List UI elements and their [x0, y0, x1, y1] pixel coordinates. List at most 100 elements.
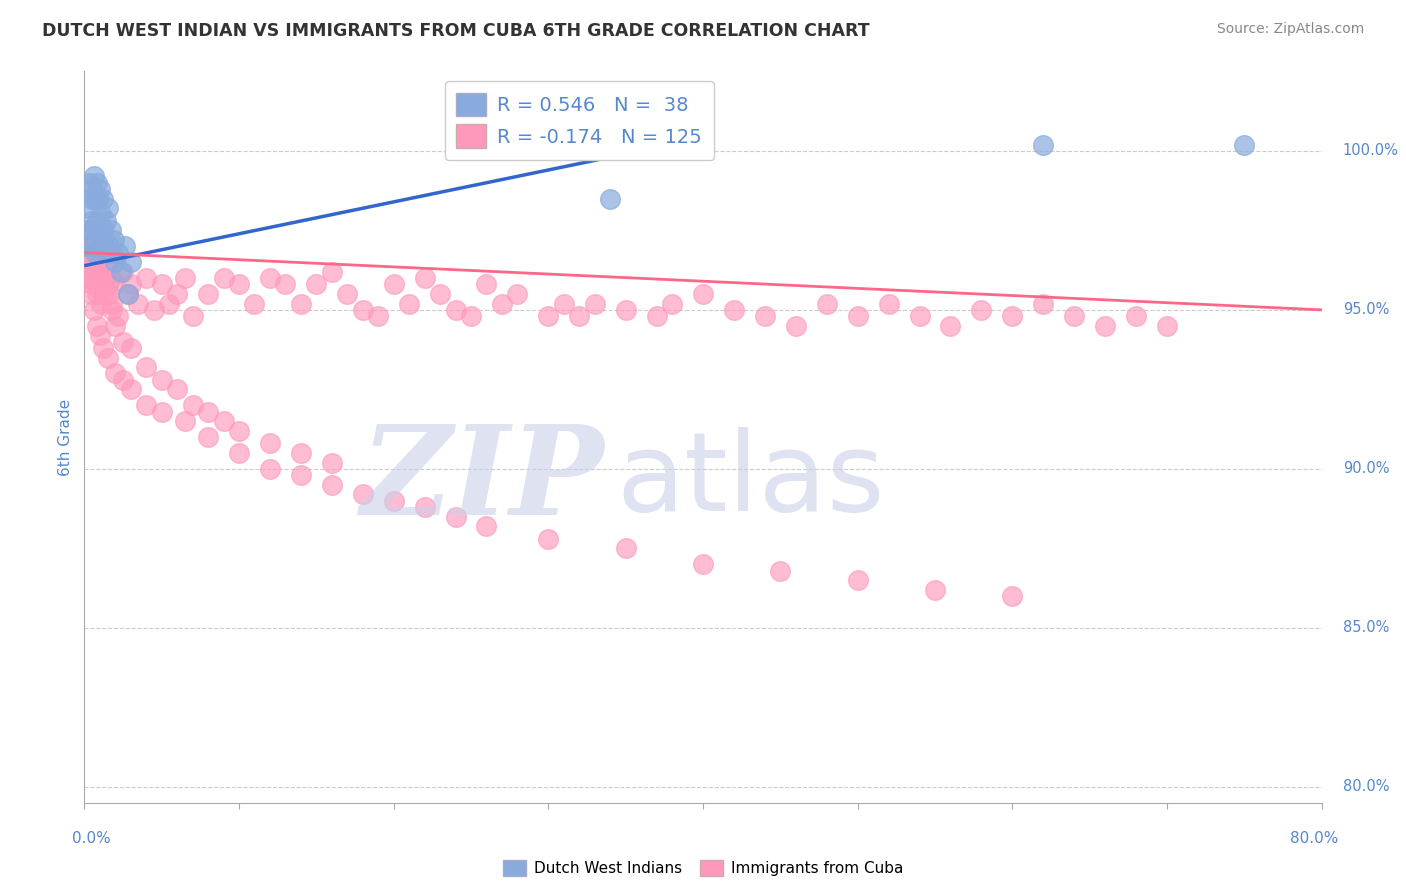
Text: atlas: atlas — [616, 427, 884, 534]
Point — [120, 341, 142, 355]
Point — [243, 296, 266, 310]
Point — [166, 383, 188, 397]
Point — [352, 302, 374, 317]
Point — [305, 277, 328, 292]
Point — [83, 169, 105, 184]
Point — [692, 287, 714, 301]
Legend: Dutch West Indians, Immigrants from Cuba: Dutch West Indians, Immigrants from Cuba — [496, 855, 910, 882]
Point — [723, 302, 745, 317]
Point — [120, 383, 142, 397]
Point — [785, 318, 807, 333]
Point — [98, 239, 121, 253]
Point — [181, 398, 204, 412]
Point — [76, 271, 98, 285]
Point — [75, 245, 97, 260]
Point — [321, 265, 343, 279]
Point — [110, 265, 132, 279]
Point — [117, 287, 139, 301]
Point — [212, 414, 235, 428]
Point — [321, 456, 343, 470]
Point — [84, 245, 107, 260]
Point — [96, 201, 118, 215]
Point — [846, 310, 869, 324]
Point — [77, 201, 100, 215]
Point — [150, 404, 173, 418]
Point — [84, 245, 107, 260]
Point — [846, 573, 869, 587]
Point — [259, 436, 281, 450]
Point — [82, 277, 104, 292]
Point — [692, 558, 714, 572]
Text: 80.0%: 80.0% — [1343, 780, 1389, 795]
Point — [568, 310, 591, 324]
Point — [96, 351, 118, 365]
Point — [382, 493, 405, 508]
Point — [159, 296, 180, 310]
Point — [769, 564, 792, 578]
Point — [90, 207, 112, 221]
Point — [120, 255, 142, 269]
Point — [1233, 137, 1256, 152]
Point — [77, 255, 100, 269]
Point — [91, 271, 114, 285]
Point — [970, 302, 993, 317]
Point — [82, 182, 104, 196]
Point — [537, 310, 560, 324]
Point — [197, 430, 219, 444]
Point — [181, 310, 204, 324]
Point — [290, 468, 312, 483]
Point — [336, 287, 359, 301]
Point — [274, 277, 297, 292]
Point — [93, 277, 115, 292]
Point — [75, 239, 97, 253]
Text: ZIP: ZIP — [360, 420, 605, 541]
Point — [135, 398, 157, 412]
Text: 95.0%: 95.0% — [1343, 302, 1389, 318]
Point — [120, 277, 142, 292]
Point — [1032, 137, 1054, 152]
Point — [924, 582, 946, 597]
Point — [614, 302, 637, 317]
Point — [79, 214, 101, 228]
Point — [135, 271, 157, 285]
Point — [114, 239, 136, 253]
Point — [87, 271, 110, 285]
Text: 100.0%: 100.0% — [1343, 144, 1399, 159]
Point — [1032, 296, 1054, 310]
Text: 90.0%: 90.0% — [1343, 461, 1389, 476]
Point — [77, 176, 100, 190]
Point — [429, 287, 451, 301]
Point — [82, 223, 104, 237]
Point — [127, 296, 149, 310]
Text: Source: ZipAtlas.com: Source: ZipAtlas.com — [1216, 22, 1364, 37]
Point — [83, 261, 105, 276]
Point — [76, 271, 98, 285]
Point — [100, 223, 122, 237]
Point — [87, 192, 110, 206]
Point — [101, 296, 124, 310]
Point — [100, 271, 122, 285]
Point — [444, 509, 467, 524]
Point — [84, 192, 107, 206]
Point — [197, 287, 219, 301]
Point — [91, 192, 114, 206]
Point — [491, 296, 513, 310]
Point — [614, 541, 637, 556]
Point — [86, 287, 108, 301]
Point — [117, 287, 139, 301]
Point — [89, 182, 111, 196]
Point — [228, 424, 250, 438]
Point — [1001, 589, 1024, 603]
Point — [877, 296, 900, 310]
Point — [104, 367, 127, 381]
Point — [76, 223, 98, 237]
Point — [259, 462, 281, 476]
Point — [89, 239, 111, 253]
Point — [1156, 318, 1178, 333]
Point — [91, 341, 114, 355]
Point — [174, 414, 197, 428]
Point — [89, 328, 111, 343]
Point — [143, 302, 166, 317]
Point — [103, 233, 125, 247]
Point — [259, 271, 281, 285]
